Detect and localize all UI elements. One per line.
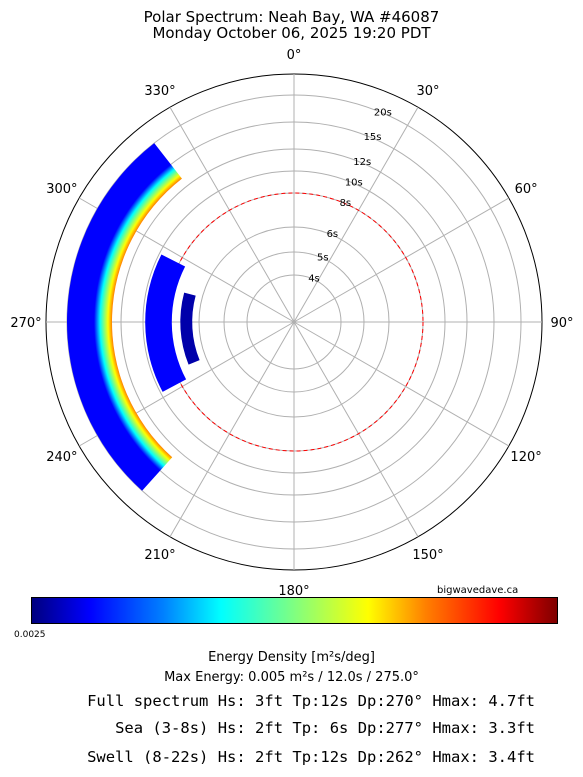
- stat-sea: Sea (3-8s) Hs: 2ft Tp: 6s Dp:277° Hmax: …: [115, 719, 535, 737]
- radial-tick-label: 20s: [374, 107, 392, 118]
- radial-tick-label: 10s: [345, 177, 363, 188]
- angle-tick-label: 150°: [412, 548, 443, 563]
- angular-grid-line: [293, 106, 419, 323]
- angular-grid-line: [293, 197, 510, 323]
- angle-tick-label: 60°: [515, 182, 538, 197]
- energy-lobe: [145, 254, 187, 392]
- angle-tick-label: 180°: [278, 584, 309, 599]
- angle-tick-label: 90°: [550, 316, 573, 331]
- radial-tick-label: 5s: [317, 252, 329, 263]
- angular-grid-line: [169, 321, 295, 538]
- max-energy-text: Max Energy: 0.005 m²s / 12.0s / 275.0°: [164, 670, 419, 685]
- radial-tick-label: 6s: [327, 229, 339, 240]
- colorbar: [31, 597, 558, 624]
- angle-tick-label: 300°: [46, 182, 77, 197]
- chart-subtitle: Monday October 06, 2025 19:20 PDT: [152, 24, 431, 42]
- angle-tick-label: 330°: [144, 84, 175, 99]
- credit-text: bigwavedave.ca: [437, 585, 519, 596]
- angular-grid-line: [293, 321, 419, 538]
- chart-title: Polar Spectrum: Neah Bay, WA #46087: [143, 8, 440, 26]
- polar-plot: 4s 5s 6s 8s 10s 12s 15s 20s 0° 30° 60° 90° 120° 150° 1…: [10, 48, 573, 599]
- angular-grid-line: [293, 321, 510, 447]
- colorbar-label: Energy Density [m²s/deg]: [208, 650, 375, 665]
- angle-tick-label: 210°: [144, 548, 175, 563]
- radial-tick-label: 8s: [340, 198, 352, 209]
- angle-tick-label: 270°: [10, 316, 41, 331]
- sea-swell-boundary: [164, 192, 424, 452]
- angle-tick-label: 0°: [287, 48, 302, 63]
- angle-tick-label: 120°: [510, 450, 541, 465]
- angular-grid-line: [169, 106, 295, 323]
- colorbar-min-label: 0.0025: [14, 630, 46, 640]
- energy-lobe: [180, 292, 200, 365]
- angle-tick-label: 240°: [46, 450, 77, 465]
- stat-swell: Swell (8-22s) Hs: 2ft Tp:12s Dp:262° Hma…: [87, 748, 535, 766]
- energy-lobe: [66, 143, 182, 491]
- angle-tick-label: 30°: [416, 84, 439, 99]
- radial-tick-label: 12s: [353, 157, 371, 168]
- radial-tick-label: 4s: [308, 274, 320, 285]
- radial-tick-label: 15s: [364, 132, 382, 143]
- stat-full-spectrum: Full spectrum Hs: 3ft Tp:12s Dp:270° Hma…: [87, 692, 535, 710]
